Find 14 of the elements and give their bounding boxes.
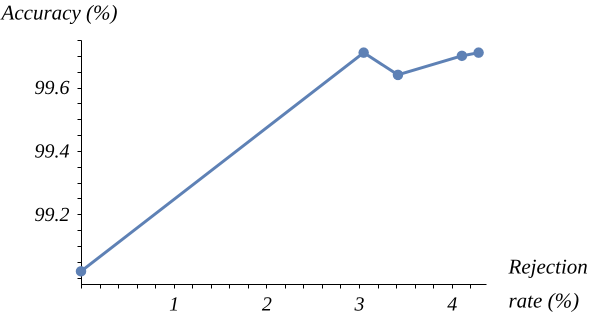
y-tick-label: 99.4 [34,140,70,162]
x-tick-label: 3 [354,294,365,316]
y-axis-title: Accuracy (%) [0,0,118,24]
point [358,47,369,58]
point [456,50,468,62]
point [473,47,484,58]
y-tick-label: 99.2 [34,204,70,226]
x-tick-label: 2 [262,294,272,316]
x-tick-label: 1 [169,294,180,316]
x-axis-title: Rejection rate (%) [508,254,588,312]
point [76,266,86,277]
y-tick-label: 99.6 [34,77,70,100]
point [392,70,404,80]
x-tick-label: 4 [447,294,458,316]
